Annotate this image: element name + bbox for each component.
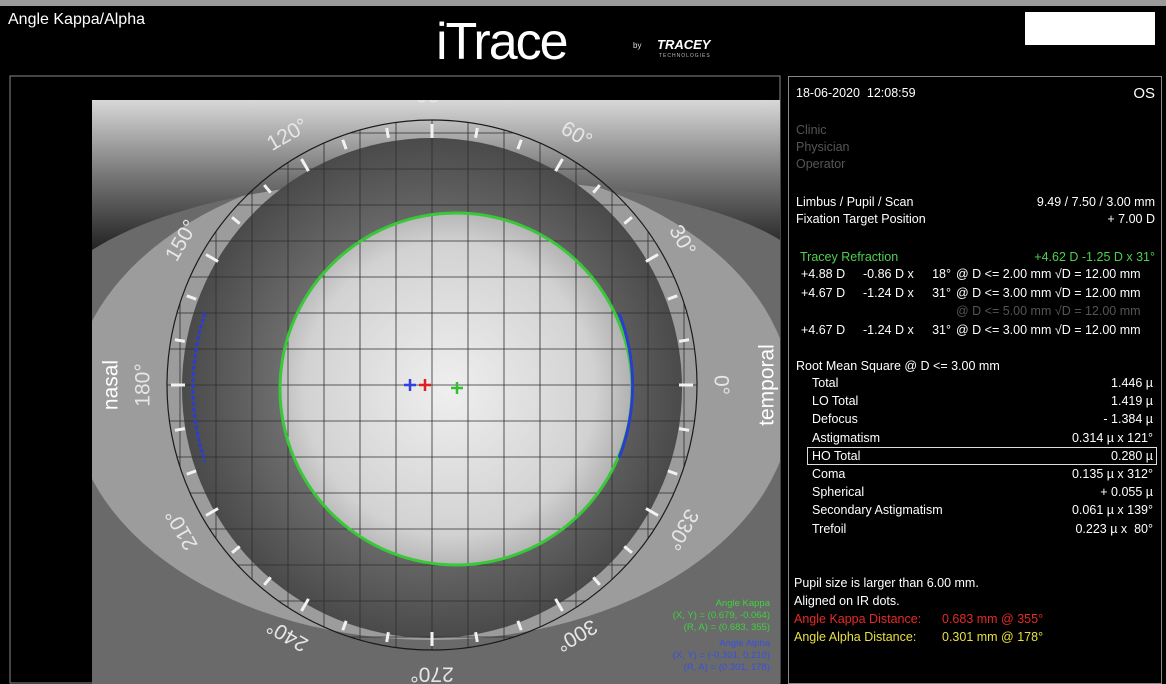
refraction-cell: @ D <= 3.00 mm √D = 12.00 mm — [956, 286, 1141, 300]
tick — [476, 632, 478, 642]
refraction-cell: 18° — [919, 267, 951, 281]
tick — [476, 128, 478, 138]
rms-label: Defocus — [812, 412, 858, 426]
rms-value: - 1.384 µ — [1103, 412, 1153, 426]
refraction-cell: +4.67 D — [801, 323, 845, 337]
refraction-cell: @ D <= 3.00 mm √D = 12.00 mm — [956, 323, 1141, 337]
rms-value: 0.223 µ x 80° — [1075, 522, 1153, 536]
rms-value: 0.135 µ x 312° — [1072, 467, 1153, 481]
rms-label: Spherical — [812, 485, 864, 499]
rms-label: Secondary Astigmatism — [812, 503, 943, 517]
info-field: Clinic — [796, 123, 827, 137]
legend-ra: (R, A) = (0.683, 355) — [684, 622, 770, 633]
screen: Angle Kappa/Alpha iTrace by TRACEY TECHN… — [0, 0, 1166, 684]
tick — [387, 128, 389, 138]
angle-label: 180° — [132, 363, 155, 406]
info-field: Physician — [796, 140, 850, 154]
eye-photo — [72, 100, 786, 684]
refraction-cell: +4.88 D — [801, 267, 845, 281]
legend-xy: (X, Y) = (0.679, -0.064) — [673, 610, 770, 621]
refraction-cell: @ D <= 5.00 mm √D = 12.00 mm — [956, 304, 1141, 318]
patient-box — [1025, 12, 1155, 45]
rms-value: 1.446 µ — [1111, 376, 1153, 390]
rms-value: 0.314 µ x 121° — [1072, 431, 1153, 445]
refraction-cell: -1.24 D x — [863, 323, 914, 337]
eye-side: OS — [1133, 85, 1155, 102]
angle-label: Angle Kappa Distance: — [794, 612, 921, 626]
nasal-label: nasal — [100, 360, 123, 410]
rms-value: 0.280 µ — [1111, 449, 1153, 463]
refraction-cell: +4.67 D — [801, 286, 845, 300]
rms-label: Coma — [812, 467, 845, 481]
legend-ra: (R, A) = (0.301, 178) — [684, 662, 770, 673]
legend-title: Angle Alpha — [719, 638, 770, 649]
rms-value: 0.061 µ x 139° — [1072, 503, 1153, 517]
rms-label: Trefoil — [812, 522, 846, 536]
measure-value: + 7.00 D — [1107, 212, 1155, 226]
angle-label: Angle Alpha Distance: — [794, 630, 916, 644]
datetime: 18-06-2020 12:08:59 — [796, 86, 916, 100]
rms-title: Root Mean Square @ D <= 3.00 mm — [796, 359, 1000, 373]
temporal-label: temporal — [756, 344, 779, 426]
report-panel: 18-06-2020 12:08:59 OS Clinic Physician Oper… — [788, 76, 1162, 684]
legend-title: Angle Kappa — [716, 598, 771, 609]
legend-xy: (X, Y) = (-0.301, 0.210) — [673, 650, 770, 661]
eye-view: 0°30°60°90°120°150°180°210°240°270°300°3… — [0, 0, 786, 684]
measure-label: Limbus / Pupil / Scan — [796, 195, 913, 209]
tick — [175, 340, 185, 342]
angle-label: 270° — [410, 662, 453, 684]
rms-value: + 0.055 µ — [1100, 485, 1153, 499]
tick — [387, 632, 389, 642]
refraction-cell: -1.24 D x — [863, 286, 914, 300]
refraction-cell: -0.86 D x — [863, 267, 914, 281]
angle-label: 0° — [709, 375, 732, 395]
measure-value: 9.49 / 7.50 / 3.00 mm — [1037, 195, 1155, 209]
angle-value: 0.301 mm @ 178° — [942, 630, 1043, 644]
info-field: Operator — [796, 157, 845, 171]
rms-label: Astigmatism — [812, 431, 880, 445]
measure-label: Fixation Target Position — [796, 212, 926, 226]
refraction-cell: 31° — [919, 323, 951, 337]
tick — [175, 429, 185, 431]
refraction-cell: @ D <= 2.00 mm √D = 12.00 mm — [956, 267, 1141, 281]
refraction-value: +4.62 D -1.25 D x 31° — [1034, 250, 1155, 264]
refraction-cell: 31° — [919, 286, 951, 300]
rms-value: 1.419 µ — [1111, 394, 1153, 408]
rms-label: HO Total — [812, 449, 860, 463]
rms-label: Total — [812, 376, 838, 390]
note: Pupil size is larger than 6.00 mm. — [794, 576, 979, 590]
refraction-label: Tracey Refraction — [800, 250, 898, 264]
rms-label: LO Total — [812, 394, 858, 408]
angle-value: 0.683 mm @ 355° — [942, 612, 1043, 626]
note: Aligned on IR dots. — [794, 594, 900, 608]
tick — [679, 340, 689, 342]
tick — [679, 429, 689, 431]
